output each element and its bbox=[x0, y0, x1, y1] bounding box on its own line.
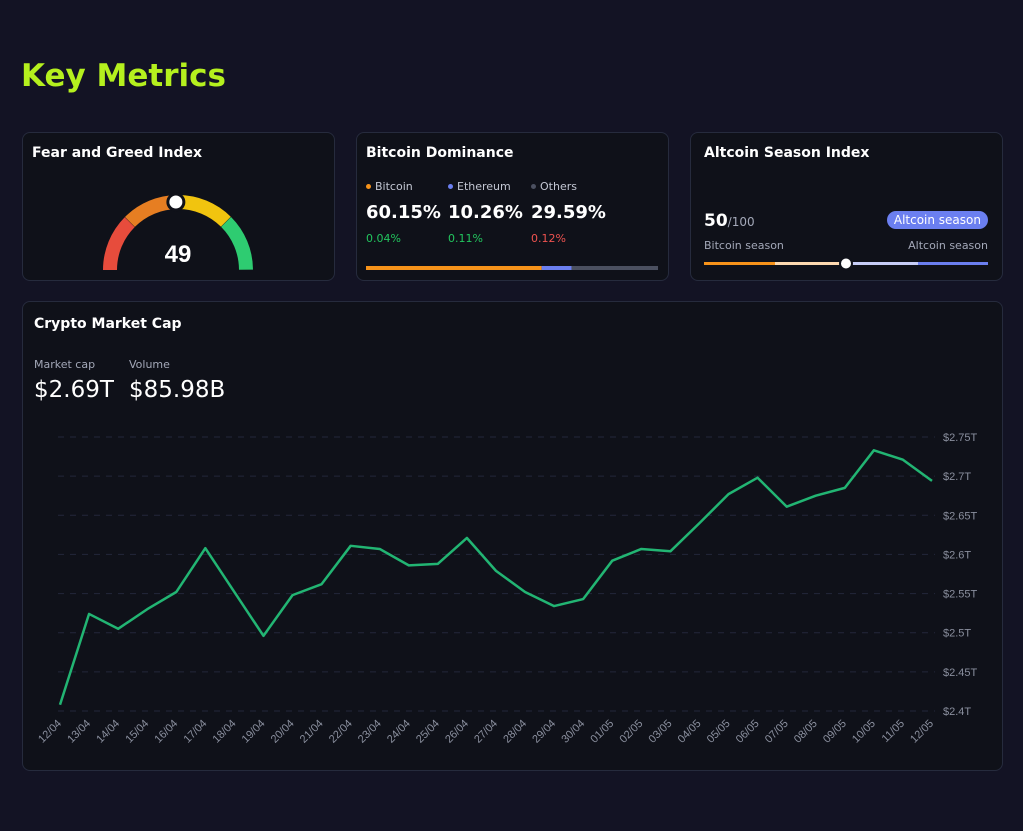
x-tick-label: 28/04 bbox=[501, 718, 529, 746]
y-tick-label: $2.7T bbox=[943, 471, 971, 483]
legend-dot bbox=[448, 184, 453, 189]
y-tick-label: $2.65T bbox=[943, 510, 978, 522]
x-tick-label: 27/04 bbox=[472, 718, 500, 746]
card-title: Fear and Greed Index bbox=[32, 145, 203, 161]
x-tick-label: 19/04 bbox=[240, 718, 268, 746]
dominance-segment bbox=[366, 266, 542, 270]
stat-value: $85.98B bbox=[129, 377, 226, 403]
altcoin-card bbox=[690, 132, 1003, 281]
gauge-segment bbox=[178, 195, 231, 227]
x-tick-label: 01/05 bbox=[588, 718, 616, 746]
dominance-bar bbox=[366, 266, 658, 270]
altcoin-score: 50/100 bbox=[704, 211, 755, 231]
legend-name: Bitcoin bbox=[375, 180, 413, 193]
slider-segment bbox=[846, 262, 918, 265]
x-tick-label: 04/05 bbox=[676, 718, 704, 746]
altcoin-left-label: Bitcoin season bbox=[704, 239, 784, 252]
market-cap-line bbox=[58, 449, 933, 706]
card-title: Bitcoin Dominance bbox=[366, 145, 514, 161]
altcoin-max: /100 bbox=[727, 215, 755, 229]
y-tick-label: $2.55T bbox=[943, 589, 978, 601]
slider-knob bbox=[839, 256, 853, 271]
x-tick-label: 14/04 bbox=[94, 718, 122, 746]
stat-value: $2.69T bbox=[34, 377, 114, 403]
dominance-value: 29.59% bbox=[531, 202, 606, 223]
x-tick-label: 20/04 bbox=[269, 718, 297, 746]
dominance-card bbox=[356, 132, 669, 281]
card-title: Crypto Market Cap bbox=[34, 316, 182, 332]
x-tick-label: 09/05 bbox=[821, 718, 849, 746]
x-tick-label: 12/05 bbox=[908, 718, 936, 746]
dominance-change: 0.11% bbox=[448, 232, 483, 245]
altcoin-right-label: Altcoin season bbox=[908, 239, 988, 252]
market-card bbox=[22, 301, 1003, 771]
dominance-value: 10.26% bbox=[448, 202, 523, 223]
dominance-change: 0.12% bbox=[531, 232, 566, 245]
x-tick-label: 24/04 bbox=[385, 718, 413, 746]
gauge-knob bbox=[166, 192, 186, 212]
legend-name: Ethereum bbox=[457, 180, 511, 193]
slider-segment bbox=[704, 262, 775, 265]
y-tick-label: $2.75T bbox=[943, 432, 978, 444]
x-tick-label: 02/05 bbox=[618, 718, 646, 746]
x-tick-label: 22/04 bbox=[327, 718, 355, 746]
gauge: 49 bbox=[103, 192, 253, 270]
market-chart: $2.4T $2.45T $2.5T $2.55T $2.6T $2.65T $2.7T $2… bbox=[36, 432, 978, 746]
x-tick-label: 30/04 bbox=[559, 718, 587, 746]
slider-segment bbox=[918, 262, 988, 265]
page-title: Key Metrics bbox=[21, 58, 226, 94]
y-tick-label: $2.6T bbox=[943, 549, 971, 561]
x-tick-label: 08/05 bbox=[792, 718, 820, 746]
gauge-segment bbox=[124, 195, 178, 227]
x-tick-label: 26/04 bbox=[443, 718, 471, 746]
gauge-value: 49 bbox=[165, 241, 192, 268]
x-tick-label: 15/04 bbox=[123, 718, 151, 746]
x-tick-label: 16/04 bbox=[152, 718, 180, 746]
x-tick-label: 13/04 bbox=[65, 718, 93, 746]
x-tick-label: 05/05 bbox=[705, 718, 733, 746]
gauge-segment bbox=[103, 217, 135, 270]
legend-name: Others bbox=[540, 180, 577, 193]
y-tick-label: $2.45T bbox=[943, 667, 978, 679]
altcoin-badge: Altcoin season bbox=[886, 211, 988, 229]
x-tick-label: 18/04 bbox=[211, 718, 239, 746]
legend-dot bbox=[531, 184, 536, 189]
x-tick-label: 10/05 bbox=[850, 718, 878, 746]
x-tick-label: 21/04 bbox=[298, 718, 326, 746]
altcoin-value: 50 bbox=[704, 211, 728, 231]
x-tick-label: 03/05 bbox=[647, 718, 675, 746]
x-tick-label: 06/05 bbox=[734, 718, 762, 746]
slider-segment bbox=[775, 262, 846, 265]
x-tick-label: 29/04 bbox=[530, 718, 558, 746]
dominance-segment bbox=[571, 266, 658, 270]
x-tick-label: 12/04 bbox=[36, 718, 64, 746]
stat-label: Market cap bbox=[34, 358, 96, 371]
card-title: Altcoin Season Index bbox=[704, 145, 870, 161]
y-tick-label: $2.4T bbox=[943, 706, 971, 718]
dominance-change: 0.04% bbox=[366, 232, 401, 245]
x-tick-label: 11/05 bbox=[880, 718, 907, 745]
stat-label: Volume bbox=[129, 358, 170, 371]
x-tick-label: 17/04 bbox=[182, 718, 210, 746]
dominance-value: 60.15% bbox=[366, 202, 441, 223]
x-tick-label: 25/04 bbox=[414, 718, 442, 746]
dominance-segment bbox=[541, 266, 572, 270]
altcoin-slider bbox=[704, 256, 988, 271]
legend-dot bbox=[366, 184, 371, 189]
y-tick-label: $2.5T bbox=[943, 628, 971, 640]
x-tick-label: 07/05 bbox=[763, 718, 791, 746]
gauge-segment bbox=[221, 216, 253, 270]
x-tick-label: 23/04 bbox=[356, 718, 384, 746]
